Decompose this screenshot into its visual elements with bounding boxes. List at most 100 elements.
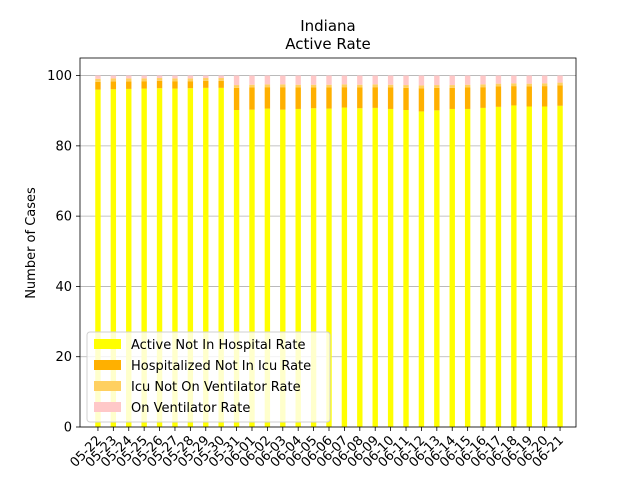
bar-segment <box>387 108 394 427</box>
bar-segment <box>403 85 409 88</box>
bar-segment <box>126 75 132 79</box>
bar-segment <box>464 108 471 427</box>
bar-segment <box>295 84 301 88</box>
bar-segment <box>295 87 301 109</box>
bar-segment <box>126 88 132 427</box>
bar-segment <box>434 87 440 111</box>
bar-segment <box>280 109 286 427</box>
legend-swatch <box>94 402 121 412</box>
legend: Active Not In Hospital Rate Hospitalized … <box>86 331 331 423</box>
bar-segment <box>233 87 240 111</box>
bar-segment <box>418 111 425 427</box>
bar-segment <box>280 75 286 85</box>
bar-segment <box>526 86 532 107</box>
bar-segment <box>464 84 471 88</box>
bar-segment <box>218 75 224 79</box>
bar-segment <box>249 109 255 427</box>
bar-segment <box>480 107 486 427</box>
bar-segment <box>172 78 178 82</box>
y-tick-label: 40 <box>55 280 72 295</box>
bar-segment <box>95 81 101 90</box>
bar-segment <box>434 85 440 88</box>
y-tick-label: 80 <box>55 139 72 154</box>
y-tick-label: 0 <box>64 421 72 436</box>
bar-segment <box>372 75 378 85</box>
bar-segment <box>387 84 394 88</box>
bar-segment <box>387 87 394 109</box>
bar-segment <box>110 75 117 79</box>
bar-segment <box>172 88 178 428</box>
bar-segment <box>310 75 317 85</box>
bar-segment <box>434 110 440 427</box>
bar-segment <box>110 81 117 90</box>
legend-label: Active Not In Hospital Rate <box>131 338 305 353</box>
bar-segment <box>141 88 147 428</box>
bar-segment <box>187 81 194 89</box>
bar-segment <box>526 83 532 87</box>
bar-segment <box>203 87 209 427</box>
bar-segment <box>357 84 363 88</box>
y-tick-label: 100 <box>47 69 72 84</box>
bar-segment <box>141 81 147 89</box>
bar-segment <box>156 80 163 89</box>
bar-segment <box>341 75 348 85</box>
bar-segment <box>418 85 425 89</box>
bar-segment <box>187 75 194 79</box>
legend-box <box>86 331 331 423</box>
bar-segment <box>280 87 286 110</box>
bar-segment <box>264 87 271 109</box>
bar-segment <box>264 108 271 427</box>
bar-segment <box>280 84 286 88</box>
bar-segment <box>372 87 378 108</box>
bars-layer <box>95 75 563 428</box>
legend-label: On Ventilator Rate <box>131 401 250 416</box>
bar-segment <box>249 87 255 110</box>
bar-segment <box>526 75 532 84</box>
bar-segment <box>449 87 455 109</box>
bar-segment <box>126 81 132 89</box>
bar-segment <box>249 84 255 88</box>
bar-segment <box>541 83 548 87</box>
bar-segment <box>141 78 147 82</box>
bar-segment <box>480 84 486 88</box>
bar-segment <box>233 75 240 86</box>
y-axis-label: Number of Cases <box>24 187 39 299</box>
bar-segment <box>511 105 517 427</box>
bar-segment <box>264 75 271 85</box>
legend-label: Hospitalized Not In Icu Rate <box>131 359 311 374</box>
bar-segment <box>95 78 101 82</box>
bar-segment <box>557 105 563 428</box>
bar-segment <box>233 110 240 428</box>
bar-segment <box>341 107 348 428</box>
chart-title: Indiana <box>300 17 356 35</box>
y-tick-label: 60 <box>55 210 72 225</box>
bar-segment <box>95 75 101 79</box>
bar-segment <box>326 75 332 85</box>
plot-frame <box>79 57 577 428</box>
bar-segment <box>511 86 517 106</box>
bar-segment <box>326 84 332 88</box>
bar-segment <box>156 88 163 428</box>
bar-segment <box>187 88 194 428</box>
bar-segment <box>249 75 255 85</box>
bar-segment <box>464 87 471 109</box>
bar-segment <box>541 75 548 84</box>
bar-segment <box>203 80 209 88</box>
bar-segment <box>495 83 502 87</box>
bar-segment <box>110 78 117 82</box>
bar-segment <box>326 108 332 427</box>
bar-segment <box>156 78 163 81</box>
legend-label: Icu Not On Ventilator Rate <box>131 380 301 395</box>
bar-segment <box>357 108 363 428</box>
bar-segment <box>218 80 224 88</box>
bar-segment <box>387 75 394 85</box>
bar-segment <box>172 81 178 89</box>
bar-segment <box>557 82 563 86</box>
bar-segment <box>511 83 517 87</box>
bar-segment <box>295 108 301 427</box>
bar-segment <box>557 85 563 106</box>
bar-segment <box>449 85 455 88</box>
bar-segment <box>310 84 317 88</box>
bar-segment <box>156 75 163 79</box>
